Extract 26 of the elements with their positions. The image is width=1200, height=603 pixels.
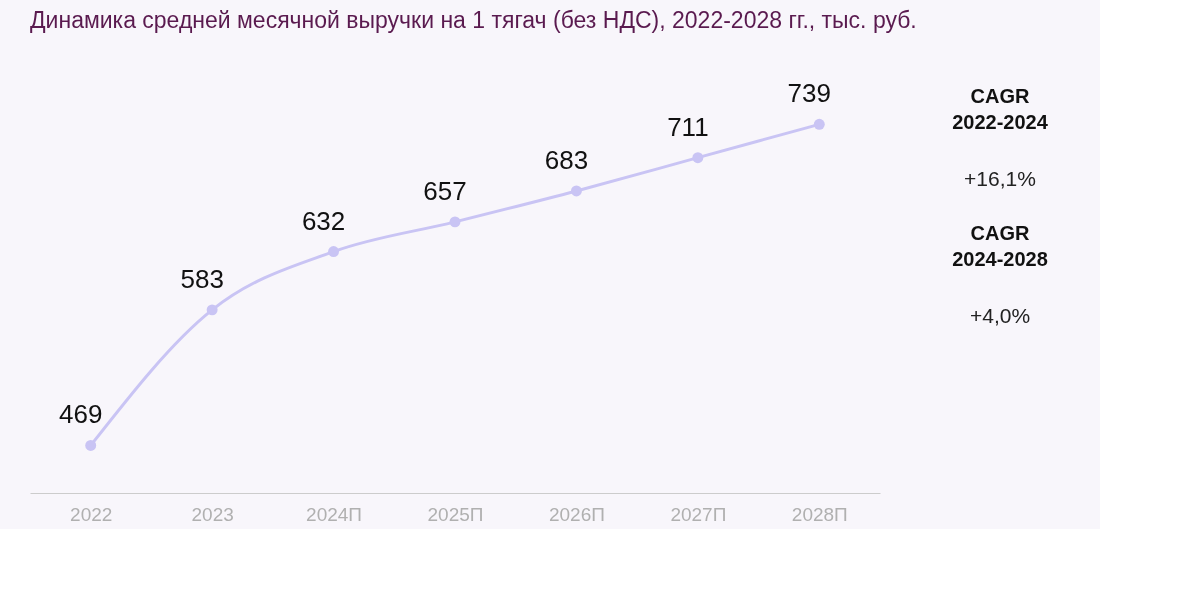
x-tick-label: 2022	[70, 503, 113, 525]
point	[85, 439, 97, 451]
text: +16,1%	[964, 167, 1036, 191]
point	[206, 304, 218, 316]
data-label: 739	[787, 78, 831, 109]
point	[570, 185, 582, 197]
point	[449, 216, 461, 228]
point	[692, 152, 704, 164]
text: CAGR 2022-2024	[952, 85, 1049, 133]
x-tick-label: 2026П	[548, 503, 605, 525]
x-tick-label: 2023	[191, 503, 234, 525]
data-label: 632	[301, 205, 346, 236]
x-tick-label: 2027П	[670, 503, 727, 525]
data-label: 657	[423, 175, 467, 206]
x-tick-label: 2028П	[791, 503, 848, 525]
text: +4,0%	[969, 304, 1031, 327]
data-label: 583	[180, 263, 224, 294]
data-label: 683	[544, 144, 589, 175]
x-tick-label: 2024П	[306, 503, 363, 525]
data-label: 469	[59, 399, 103, 430]
text: CAGR 2024-2028	[952, 221, 1048, 270]
x-tick-label: 2025П	[427, 503, 484, 525]
chart-title: Динамика средней месячной выручки на 1 тягач (без НДС), 2022-2028 гг., тыс. руб.	[30, 7, 917, 33]
data-label: 711	[667, 111, 709, 142]
point	[328, 246, 340, 258]
point	[813, 118, 825, 130]
